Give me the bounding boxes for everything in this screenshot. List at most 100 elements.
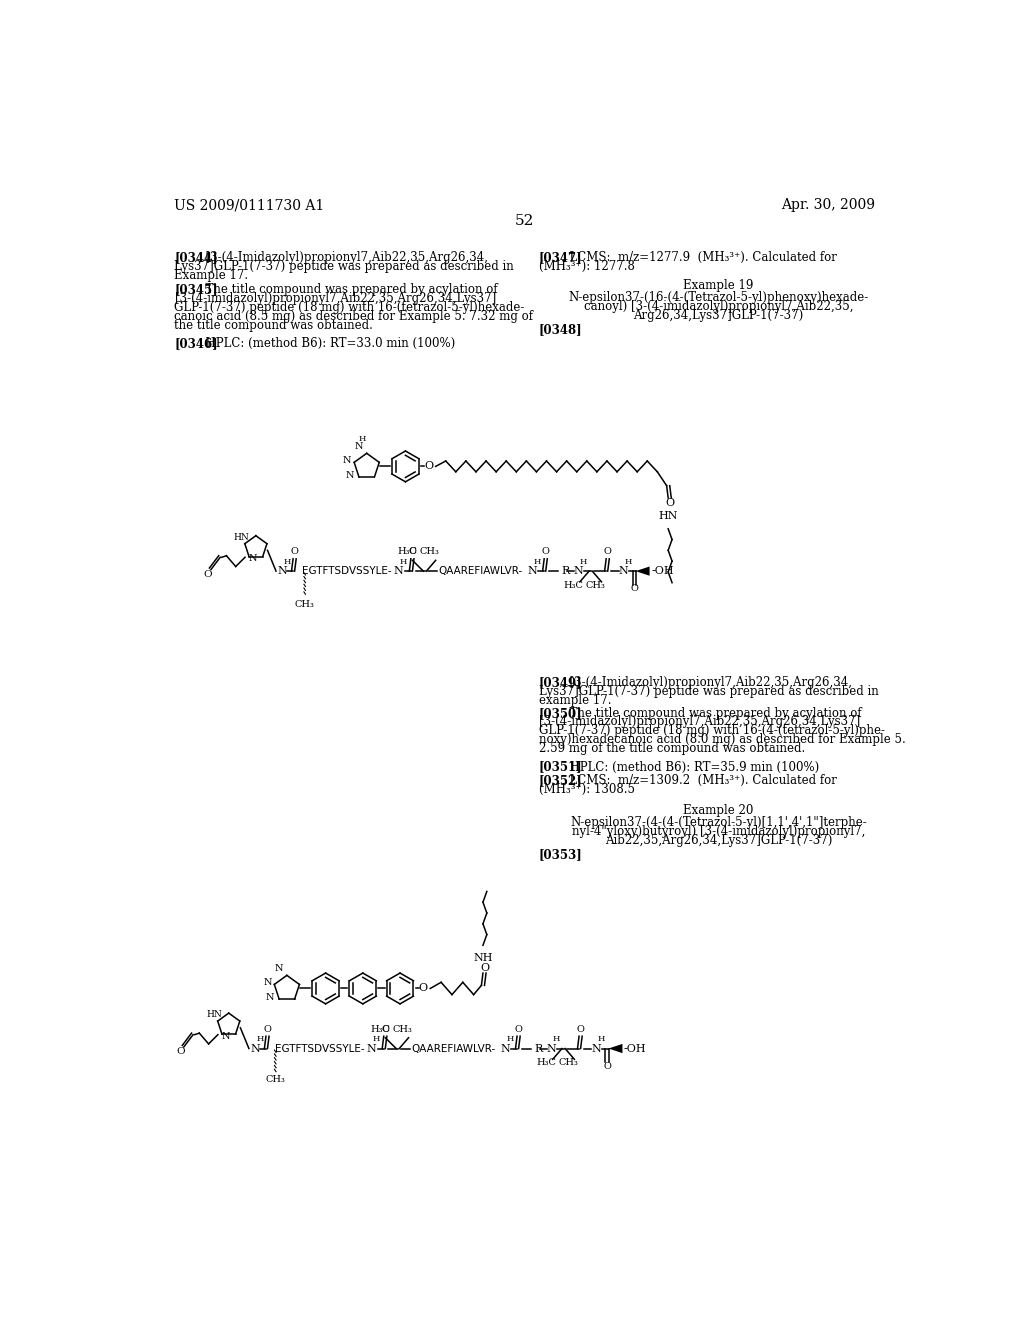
Text: [0344]: [0344] (174, 251, 218, 264)
Text: HN: HN (233, 533, 249, 541)
Text: N-epsilon37-(4-(4-(Tetrazol-5-yl)[1,1',4',1"]terphe-: N-epsilon37-(4-(4-(Tetrazol-5-yl)[1,1',4… (570, 816, 867, 829)
Text: CH₃: CH₃ (586, 581, 605, 590)
Text: canoyl) [3-(4-imidazolyl)propionyl7,Aib22,35,: canoyl) [3-(4-imidazolyl)propionyl7,Aib2… (584, 300, 853, 313)
Text: H: H (373, 1035, 380, 1043)
Text: nyl-4"yloxy)butyroyl) [3-(4-imidazolyl)propionyl7,: nyl-4"yloxy)butyroyl) [3-(4-imidazolyl)p… (571, 825, 865, 838)
Text: Example 19: Example 19 (683, 279, 754, 292)
Text: H: H (534, 558, 541, 566)
Text: N: N (265, 993, 274, 1002)
Text: H₃C: H₃C (398, 548, 418, 556)
Text: NH: NH (473, 953, 493, 962)
Text: R: R (561, 566, 569, 576)
Text: N: N (547, 1044, 556, 1053)
Text: N: N (249, 554, 257, 564)
Text: -OH: -OH (624, 1044, 646, 1053)
Text: O: O (604, 548, 611, 556)
Text: H: H (358, 434, 366, 442)
Text: Lys37]GLP-1(7-37) peptide was prepared as described in: Lys37]GLP-1(7-37) peptide was prepared a… (174, 260, 514, 273)
Text: (MH₃³⁺): 1308.5: (MH₃³⁺): 1308.5 (539, 783, 635, 796)
Text: -OH: -OH (651, 566, 674, 576)
Text: O: O (480, 964, 489, 973)
Text: H: H (257, 1035, 264, 1043)
Text: O: O (263, 1024, 271, 1034)
Text: The title compound was prepared by acylation of: The title compound was prepared by acyla… (562, 706, 861, 719)
Text: O: O (603, 1061, 611, 1071)
Text: N: N (394, 566, 403, 576)
Polygon shape (608, 1044, 623, 1053)
Text: N: N (278, 566, 288, 576)
Text: N: N (274, 964, 284, 973)
Text: H₃C: H₃C (563, 581, 584, 590)
Text: N: N (527, 566, 537, 576)
Text: LCMS:  m/z=1309.2  (MH₃³⁺). Calculated for: LCMS: m/z=1309.2 (MH₃³⁺). Calculated for (562, 775, 837, 788)
Text: CH₃: CH₃ (392, 1024, 413, 1034)
Text: [0345]: [0345] (174, 284, 218, 296)
Text: HPLC: (method B6): RT=35.9 min (100%): HPLC: (method B6): RT=35.9 min (100%) (562, 760, 819, 774)
Text: N: N (345, 471, 354, 480)
Text: Aib22,35,Arg26,34,Lys37]GLP-1(7-37): Aib22,35,Arg26,34,Lys37]GLP-1(7-37) (605, 834, 833, 846)
Text: O: O (409, 548, 417, 556)
Text: R: R (535, 1044, 543, 1053)
Text: Lys37]GLP-1(7-37) peptide was prepared as described in: Lys37]GLP-1(7-37) peptide was prepared a… (539, 685, 879, 698)
Text: H: H (400, 558, 408, 566)
Text: (MH₃³⁺): 1277.8: (MH₃³⁺): 1277.8 (539, 260, 635, 273)
Text: O: O (419, 983, 428, 994)
Text: [3-(4-imidazolyl)propionyl7,Aib22,35,Arg26,34,Lys37]: [3-(4-imidazolyl)propionyl7,Aib22,35,Arg… (174, 292, 496, 305)
Text: [3-(4-imidazolyl)propionyl7,Aib22,35,Arg26,34,Lys37]: [3-(4-imidazolyl)propionyl7,Aib22,35,Arg… (539, 715, 860, 729)
Text: QAAREFIAWLVR-: QAAREFIAWLVR- (438, 566, 523, 576)
Text: O: O (577, 1024, 585, 1034)
Text: CH₃: CH₃ (558, 1059, 579, 1068)
Text: O: O (291, 548, 299, 556)
Text: H₃C: H₃C (537, 1059, 556, 1068)
Text: H₃C: H₃C (371, 1024, 390, 1034)
Text: [0350]: [0350] (539, 706, 583, 719)
Text: GLP-1(7-37) peptide (18 mg) with 16-(tetrazol-5-yl)hexade-: GLP-1(7-37) peptide (18 mg) with 16-(tet… (174, 301, 525, 314)
Text: CH₃: CH₃ (295, 599, 314, 609)
Text: H: H (284, 558, 291, 566)
Text: N: N (263, 978, 271, 987)
Text: N: N (343, 455, 351, 465)
Text: O: O (542, 548, 550, 556)
Text: [0351]: [0351] (539, 760, 583, 774)
Text: N: N (618, 566, 629, 576)
Text: N-epsilon37-(16-(4-(Tetrazol-5-yl)phenoxy)hexade-: N-epsilon37-(16-(4-(Tetrazol-5-yl)phenox… (568, 290, 868, 304)
Text: O: O (381, 1024, 389, 1034)
Text: N: N (251, 1044, 260, 1053)
Polygon shape (636, 566, 649, 576)
Text: N: N (354, 442, 364, 451)
Text: canoic acid (8.5 mg) as described for Example 5. 7.32 mg of: canoic acid (8.5 mg) as described for Ex… (174, 310, 534, 322)
Text: HN: HN (658, 511, 678, 521)
Text: O: O (176, 1047, 185, 1056)
Text: H: H (506, 1035, 514, 1043)
Text: HN: HN (206, 1010, 222, 1019)
Text: N: N (367, 1044, 377, 1053)
Text: QAAREFIAWLVR-: QAAREFIAWLVR- (412, 1044, 496, 1053)
Text: [0347]: [0347] (539, 251, 583, 264)
Text: O: O (424, 462, 433, 471)
Text: [0349]: [0349] (539, 676, 583, 689)
Text: US 2009/0111730 A1: US 2009/0111730 A1 (174, 198, 325, 213)
Text: LCMS:  m/z=1277.9  (MH₃³⁺). Calculated for: LCMS: m/z=1277.9 (MH₃³⁺). Calculated for (562, 251, 837, 264)
Text: GLP-1(7-37) peptide (18 mg) with 16-(4-(tetrazol-5-yl)phe-: GLP-1(7-37) peptide (18 mg) with 16-(4-(… (539, 725, 885, 738)
Text: 2.59 mg of the title compound was obtained.: 2.59 mg of the title compound was obtain… (539, 742, 805, 755)
Text: Arg26,34,Lys37]GLP-1(7-37): Arg26,34,Lys37]GLP-1(7-37) (634, 309, 804, 322)
Text: CH₃: CH₃ (420, 548, 439, 556)
Text: the title compound was obtained.: the title compound was obtained. (174, 318, 374, 331)
Text: [0346]: [0346] (174, 337, 218, 350)
Text: The title compound was prepared by acylation of: The title compound was prepared by acyla… (198, 284, 498, 296)
Text: N: N (592, 1044, 601, 1053)
Text: [0348]: [0348] (539, 323, 583, 337)
Text: HPLC: (method B6): RT=33.0 min (100%): HPLC: (method B6): RT=33.0 min (100%) (198, 337, 455, 350)
Text: H: H (580, 558, 587, 566)
Text: Apr. 30, 2009: Apr. 30, 2009 (781, 198, 876, 213)
Text: N: N (500, 1044, 510, 1053)
Text: [3-(4-Imidazolyl)propionyl7,Aib22,35,Arg26,34,: [3-(4-Imidazolyl)propionyl7,Aib22,35,Arg… (562, 676, 852, 689)
Text: EGTFTSDVSSYLE-: EGTFTSDVSSYLE- (275, 1044, 365, 1053)
Text: O: O (630, 585, 638, 593)
Text: Example 20: Example 20 (683, 804, 754, 817)
Text: [0353]: [0353] (539, 849, 583, 862)
Text: 52: 52 (515, 214, 535, 228)
Text: CH₃: CH₃ (265, 1076, 286, 1085)
Text: noxy)hexadecanoic acid (8.0 mg) as described for Example 5.: noxy)hexadecanoic acid (8.0 mg) as descr… (539, 733, 905, 746)
Text: N: N (221, 1032, 230, 1040)
